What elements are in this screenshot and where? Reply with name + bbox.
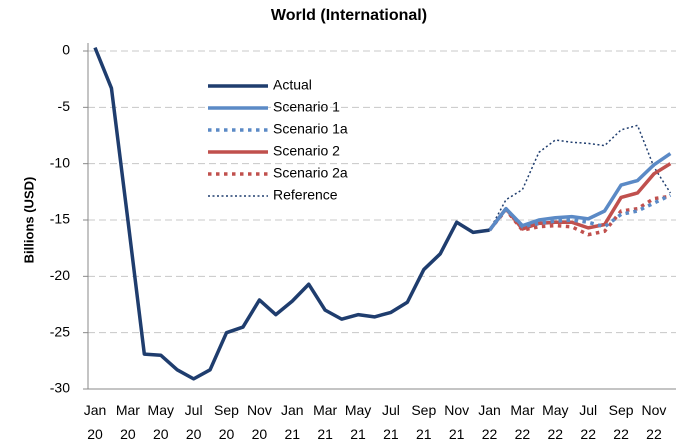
y-tick-label: -30 bbox=[50, 380, 70, 396]
line-series bbox=[488, 152, 672, 232]
x-tick-label: Sep 22 bbox=[609, 402, 634, 442]
y-tick-label: -15 bbox=[50, 211, 70, 227]
x-tick-label: Jan 22 bbox=[478, 402, 501, 442]
x-tick-label: Mar 20 bbox=[116, 402, 140, 442]
line-series bbox=[488, 194, 671, 237]
x-tick-label: Jan 21 bbox=[281, 402, 304, 442]
y-tick-label: -5 bbox=[58, 98, 71, 114]
x-tick-label: Jan 20 bbox=[84, 402, 107, 442]
x-tick-label: Sep 20 bbox=[214, 402, 239, 442]
x-tick-label: May 21 bbox=[345, 402, 371, 442]
x-tick-label: May 22 bbox=[542, 402, 568, 442]
line-series bbox=[93, 46, 490, 381]
legend-label: Scenario 2a bbox=[273, 165, 348, 181]
x-tick-label: Nov 21 bbox=[444, 402, 469, 442]
x-tick-label: Jul 21 bbox=[382, 402, 400, 442]
legend-label: Scenario 2 bbox=[273, 143, 340, 159]
legend-label: Scenario 1a bbox=[273, 121, 348, 137]
x-tick-label: Mar 22 bbox=[510, 402, 534, 442]
y-axis-label: Billions (USD) bbox=[21, 177, 36, 264]
legend-label: Scenario 1 bbox=[273, 99, 340, 115]
line-series bbox=[488, 124, 672, 231]
legend-label: Reference bbox=[273, 187, 338, 203]
x-tick-label: Nov 20 bbox=[247, 402, 272, 442]
x-tick-label: Nov 22 bbox=[642, 402, 667, 442]
x-tick-label: Mar 21 bbox=[313, 402, 337, 442]
legend-label: Actual bbox=[273, 77, 312, 93]
y-tick-label: -20 bbox=[50, 267, 70, 283]
chart-title: World (International) bbox=[271, 7, 427, 24]
y-tick-label: -10 bbox=[50, 154, 70, 170]
x-tick-label: May 20 bbox=[148, 402, 174, 442]
y-tick-label: 0 bbox=[62, 42, 70, 58]
y-tick-label: -25 bbox=[50, 323, 70, 339]
x-tick-label: Jul 20 bbox=[185, 402, 203, 442]
x-tick-label: Jul 22 bbox=[579, 402, 597, 442]
x-tick-label: Sep 21 bbox=[411, 402, 436, 442]
